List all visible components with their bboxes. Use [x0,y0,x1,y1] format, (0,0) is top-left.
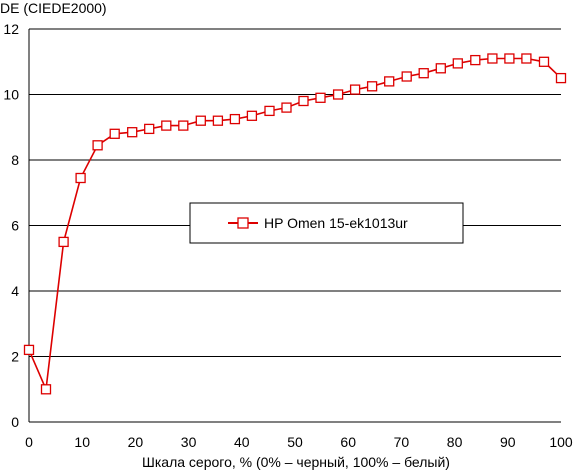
data-point [58,236,69,248]
data-point [435,63,446,74]
data-point [127,127,138,138]
y-tick-label: 12 [3,21,19,37]
axes [28,29,561,423]
legend: HP Omen 15-ek1013ur [189,202,464,244]
horizontal-gridlines [29,28,561,357]
x-tick-label: 90 [500,434,516,450]
data-point [504,53,515,64]
x-tick-label: 20 [128,434,144,450]
data-point [452,58,463,69]
data-point [195,115,206,126]
data-point [246,110,258,121]
data-point [264,105,275,117]
data-point [75,172,86,184]
data-point [23,344,35,356]
legend-series-label: HP Omen 15-ek1013ur [264,215,408,231]
y-tick-label: 10 [3,87,19,103]
x-tick-label: 60 [340,434,356,450]
data-point [161,120,172,131]
x-tick-label: 10 [74,434,90,450]
x-tick-label: 100 [549,434,573,450]
y-axis-label: DE (CIEDE2000) [0,0,107,16]
x-tick-label: 80 [447,434,463,450]
x-axis-label: Шкала серого, % (0% – черный, 100% – бел… [142,454,450,470]
x-tick-label: 0 [25,434,33,450]
data-point [521,53,532,64]
data-point [538,56,550,67]
data-point [418,68,429,79]
data-point [470,54,481,66]
data-point [384,76,395,87]
data-point [315,92,326,103]
x-tick-label: 30 [181,434,197,450]
data-point [212,115,224,126]
data-point [109,128,120,139]
y-tick-label: 0 [11,414,19,430]
data-point [281,102,292,113]
data-point [144,123,155,135]
data-point [401,71,412,82]
legend-marker-swatch [237,217,249,229]
data-point [229,113,241,125]
y-tick-label: 2 [11,349,19,365]
data-point [298,95,309,107]
data-point [555,72,567,84]
y-tick-label: 4 [11,283,19,299]
x-tick-labels: 0 10 20 30 40 50 60 70 80 90 100 [25,434,573,450]
x-tick-label: 40 [234,434,250,450]
y-tick-label: 8 [11,152,19,168]
data-point [40,384,52,395]
data-point [332,89,344,100]
y-tick-label: 6 [11,218,19,234]
data-point [92,140,103,151]
x-tick-label: 50 [287,434,303,450]
data-point [178,120,189,131]
y-tick-labels: 0 2 4 6 8 10 12 [3,21,19,430]
x-tick-label: 70 [394,434,410,450]
data-point [487,53,498,64]
series-layer [23,53,567,395]
data-point [349,84,361,95]
data-point [366,81,378,92]
